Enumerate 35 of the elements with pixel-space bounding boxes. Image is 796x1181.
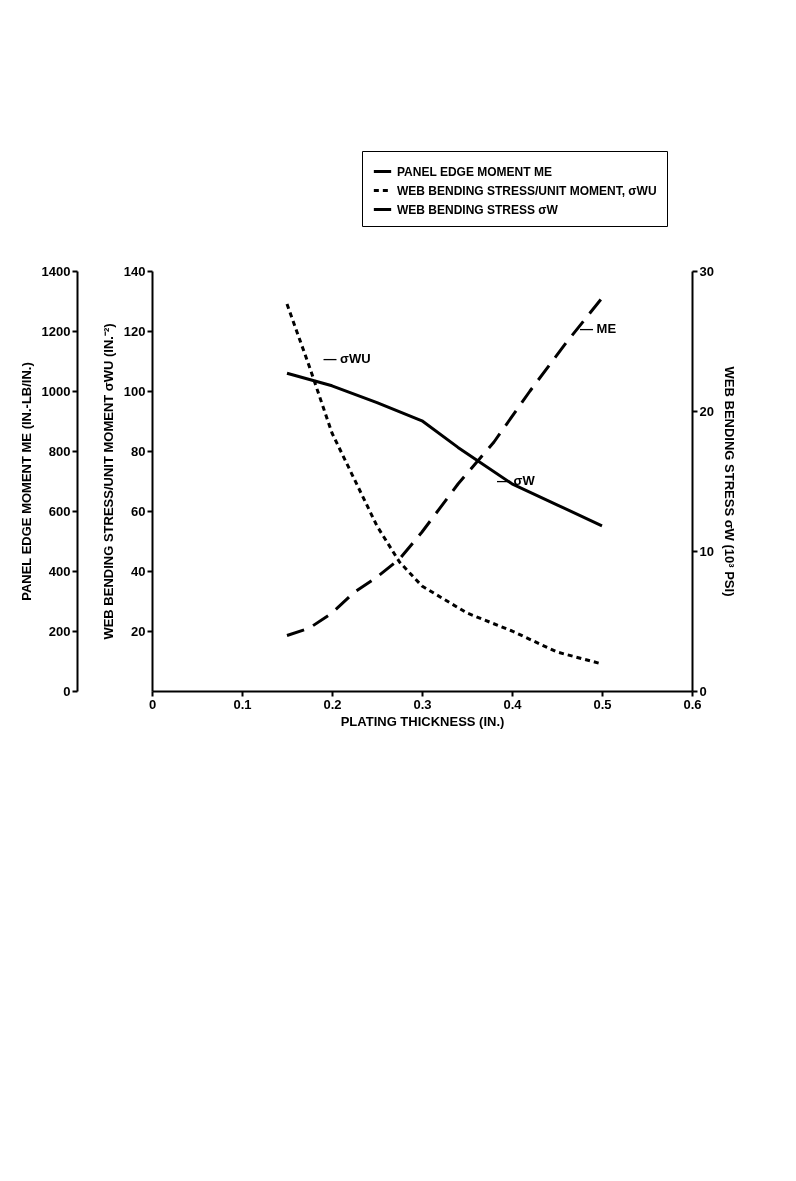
- y2-axis-title: WEB BENDING STRESS σW (10³ PSI): [721, 366, 737, 597]
- legend-label: WEB BENDING STRESS/UNIT MOMENT, σWU: [397, 183, 657, 198]
- y2-tick-label: 20: [699, 403, 714, 419]
- y-tick-label: 1000: [41, 383, 71, 399]
- y3-tick-label: 20: [131, 623, 146, 639]
- y-tick-label: 200: [48, 623, 71, 639]
- y2-tick-label: 10: [699, 543, 714, 559]
- y2-tick-label: 0: [699, 683, 707, 699]
- x-tick-label: 0.5: [593, 696, 612, 712]
- legend-label: WEB BENDING STRESS σW: [397, 202, 559, 217]
- y3-tick-label: 60: [131, 503, 146, 519]
- y3-tick-label: 40: [131, 563, 146, 579]
- y-tick-label: 0: [63, 683, 71, 699]
- x-tick-label: 0.6: [683, 696, 702, 712]
- y3-axis-title: WEB BENDING STRESS/UNIT MOMENT σWU (IN.⁻²): [100, 323, 116, 640]
- y-tick-label: 400: [48, 563, 71, 579]
- x-tick-label: 0.3: [413, 696, 432, 712]
- y3-tick-label: 120: [123, 323, 146, 339]
- x-tick-label: 0.2: [323, 696, 342, 712]
- y3-tick-label: 80: [131, 443, 146, 459]
- y-tick-label: 1400: [41, 263, 71, 279]
- x-tick-label: 0: [148, 696, 157, 712]
- y3-tick-label: 100: [123, 383, 146, 399]
- annotation: — ME: [580, 321, 617, 336]
- y-axis-title: PANEL EDGE MOMENT ME (IN.-LB/IN.): [18, 362, 34, 601]
- y2-tick-label: 30: [699, 263, 714, 279]
- y-tick-label: 800: [48, 443, 71, 459]
- x-axis-title: PLATING THICKNESS (IN.): [340, 713, 505, 729]
- x-tick-label: 0.4: [503, 696, 523, 712]
- x-tick-label: 0.1: [233, 696, 252, 712]
- annotation: — σWU: [323, 351, 371, 366]
- y-tick-label: 600: [48, 503, 71, 519]
- y3-tick-label: 140: [123, 263, 146, 279]
- y-tick-label: 1200: [41, 323, 71, 339]
- legend-label: PANEL EDGE MOMENT ME: [397, 164, 552, 179]
